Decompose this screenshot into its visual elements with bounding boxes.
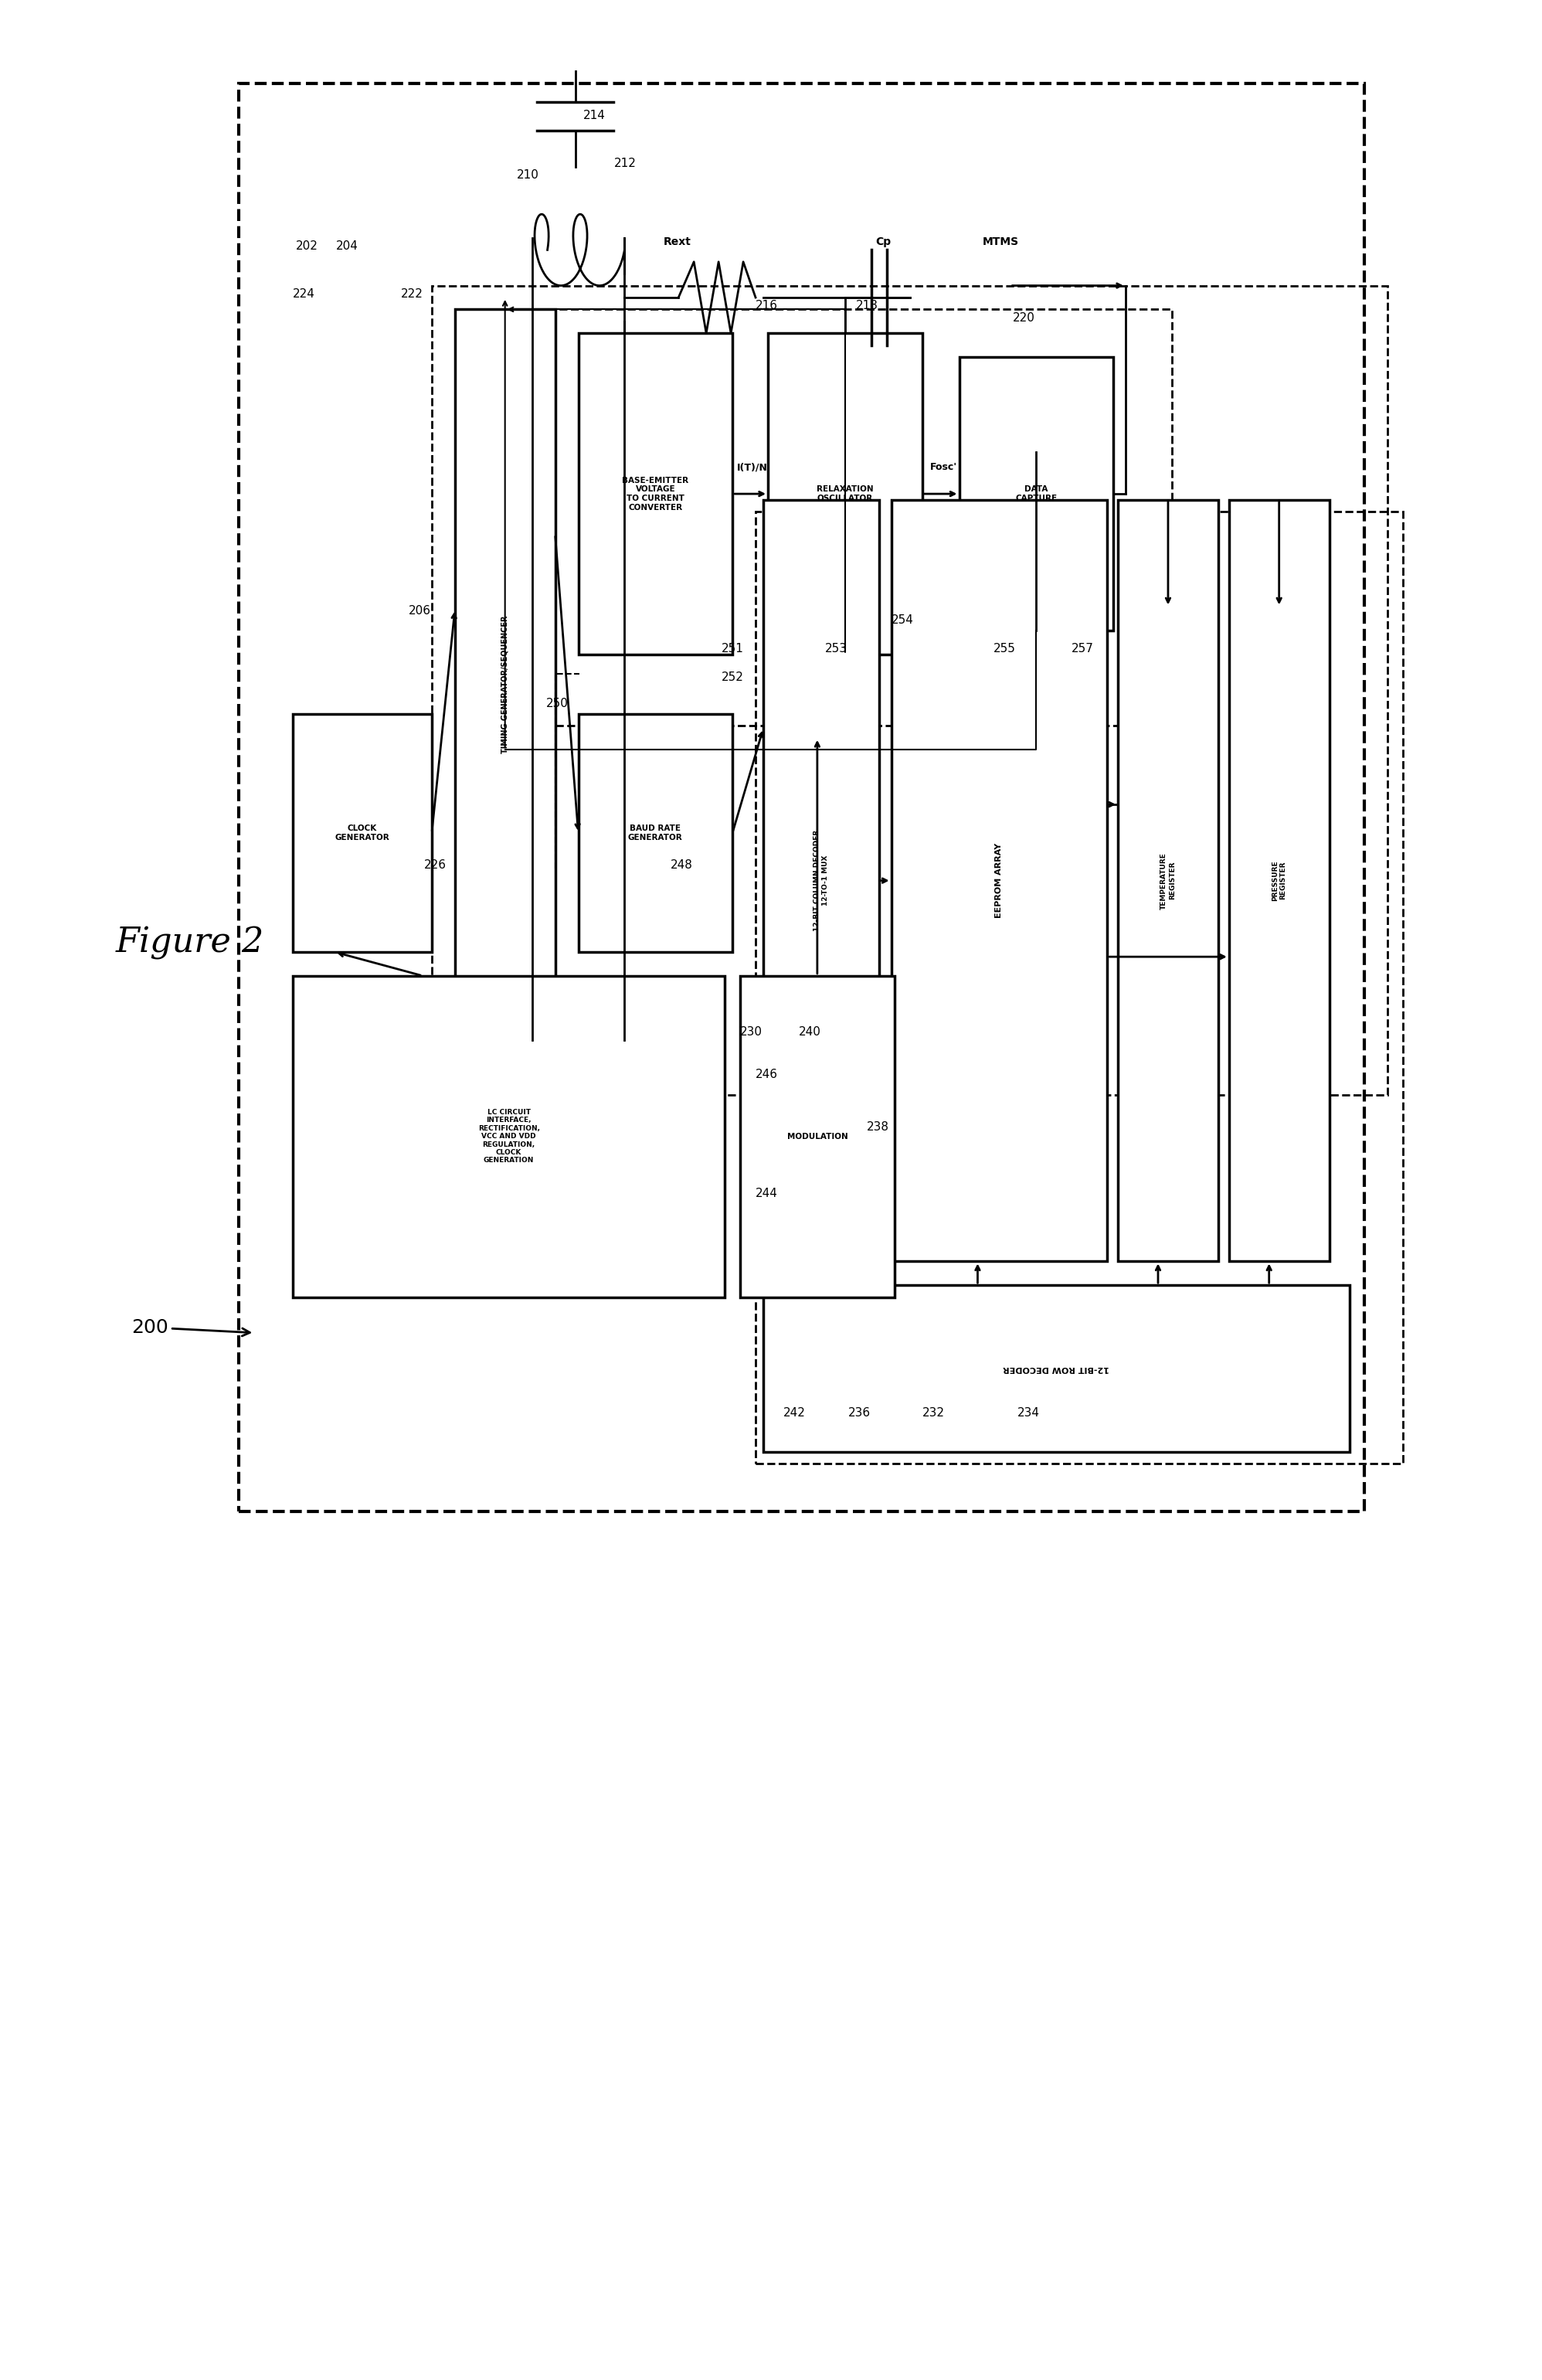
Text: 244: 244	[756, 1188, 777, 1200]
Text: 210: 210	[517, 169, 538, 181]
Text: 202: 202	[296, 240, 318, 252]
Text: LC CIRCUIT
INTERFACE,
RECTIFICATION,
VCC AND VDD
REGULATION,
CLOCK
GENERATION: LC CIRCUIT INTERFACE, RECTIFICATION, VCC…	[478, 1109, 540, 1164]
Bar	[578, 714, 732, 952]
Text: I(T)/N: I(T)/N	[737, 462, 768, 471]
Text: TIMING GENERATOR/SEQUENCER: TIMING GENERATOR/SEQUENCER	[501, 616, 509, 752]
Text: BASE-EMITTER
VOLTAGE
TO CURRENT
CONVERTER: BASE-EMITTER VOLTAGE TO CURRENT CONVERTE…	[621, 476, 689, 512]
Bar	[1118, 500, 1218, 1261]
Text: 242: 242	[783, 1407, 805, 1418]
Text: 230: 230	[740, 1026, 763, 1038]
Bar	[756, 512, 1403, 1464]
Text: MTMS: MTMS	[982, 236, 1019, 248]
Text: 250: 250	[546, 697, 567, 709]
Text: PRESSURE
REGISTER: PRESSURE REGISTER	[1272, 859, 1286, 902]
Bar	[763, 1285, 1349, 1452]
Text: 224: 224	[293, 288, 315, 300]
Text: 12-BIT COLUMN DECODER
12-TO-1 MUX: 12-BIT COLUMN DECODER 12-TO-1 MUX	[814, 831, 828, 931]
Bar	[768, 333, 922, 654]
Bar	[1229, 500, 1329, 1261]
Bar	[740, 976, 894, 1297]
Text: DATA
CAPTURE: DATA CAPTURE	[1015, 486, 1058, 502]
Text: TEMPERATURE
REGISTER: TEMPERATURE REGISTER	[1161, 852, 1175, 909]
Text: RELAXATION
OSCILLATOR: RELAXATION OSCILLATOR	[817, 486, 873, 502]
Bar	[293, 714, 432, 952]
Text: 220: 220	[1013, 312, 1035, 324]
Bar	[555, 309, 1172, 726]
Text: Cp: Cp	[876, 236, 891, 248]
Text: CLOCK
GENERATOR: CLOCK GENERATOR	[335, 823, 390, 843]
Text: Rext: Rext	[663, 236, 691, 248]
Bar	[455, 309, 555, 1059]
Text: 12-BIT ROW DECODER: 12-BIT ROW DECODER	[1002, 1364, 1110, 1373]
Text: 200: 200	[131, 1319, 250, 1338]
Text: Fosc': Fosc'	[930, 462, 958, 471]
Text: 240: 240	[799, 1026, 820, 1038]
Text: 218: 218	[856, 300, 877, 312]
Text: 206: 206	[409, 605, 432, 616]
Text: 222: 222	[401, 288, 423, 300]
Bar	[763, 500, 879, 1261]
Text: 226: 226	[424, 859, 447, 871]
Text: 252: 252	[722, 671, 743, 683]
Bar	[432, 286, 1388, 1095]
Bar	[959, 357, 1113, 631]
Text: 253: 253	[825, 643, 848, 654]
Bar	[891, 500, 1107, 1261]
Text: 251: 251	[722, 643, 743, 654]
Text: EEPROM ARRAY: EEPROM ARRAY	[995, 843, 1004, 919]
Text: 254: 254	[891, 614, 913, 626]
Bar	[293, 976, 725, 1297]
Text: 236: 236	[848, 1407, 871, 1418]
Text: 204: 204	[336, 240, 358, 252]
Bar	[578, 333, 732, 654]
Text: 216: 216	[756, 300, 779, 312]
Text: 232: 232	[922, 1407, 945, 1418]
Text: 257: 257	[1072, 643, 1093, 654]
Text: 238: 238	[867, 1121, 890, 1133]
Text: 234: 234	[1018, 1407, 1041, 1418]
Text: 246: 246	[756, 1069, 779, 1081]
Text: MODULATION: MODULATION	[786, 1133, 848, 1140]
Bar	[239, 83, 1365, 1511]
Text: BAUD RATE
GENERATOR: BAUD RATE GENERATOR	[628, 823, 683, 843]
Text: 212: 212	[614, 157, 635, 169]
Text: 248: 248	[671, 859, 692, 871]
Text: 255: 255	[993, 643, 1015, 654]
Text: Figure 2: Figure 2	[116, 926, 264, 959]
Text: 214: 214	[583, 109, 604, 121]
